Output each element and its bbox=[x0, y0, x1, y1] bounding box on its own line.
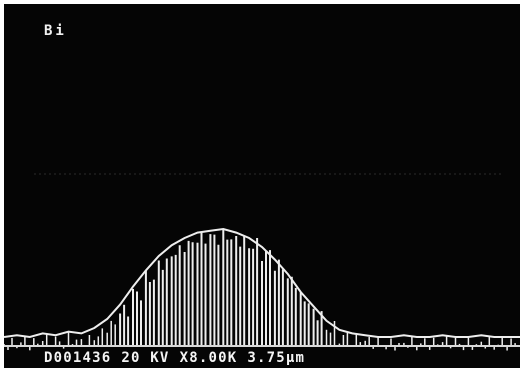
scale-marker: 3.75µm bbox=[247, 350, 306, 366]
linescan-plot bbox=[4, 173, 520, 351]
voltage: 20 KV bbox=[121, 350, 170, 366]
signal-trace bbox=[4, 227, 520, 351]
element-label: Bi bbox=[44, 23, 67, 39]
sem-linescan-display: Bi D001436 20 KV X8.00K 3.75µm bbox=[4, 4, 520, 368]
footer-text: D001436 20 KV X8.00K 3.75µm bbox=[44, 350, 315, 366]
image-number: D001436 bbox=[44, 350, 112, 366]
info-footer: D001436 20 KV X8.00K 3.75µm bbox=[4, 346, 520, 368]
signal-envelope bbox=[4, 227, 520, 339]
magnification: X8.00K bbox=[179, 350, 238, 366]
